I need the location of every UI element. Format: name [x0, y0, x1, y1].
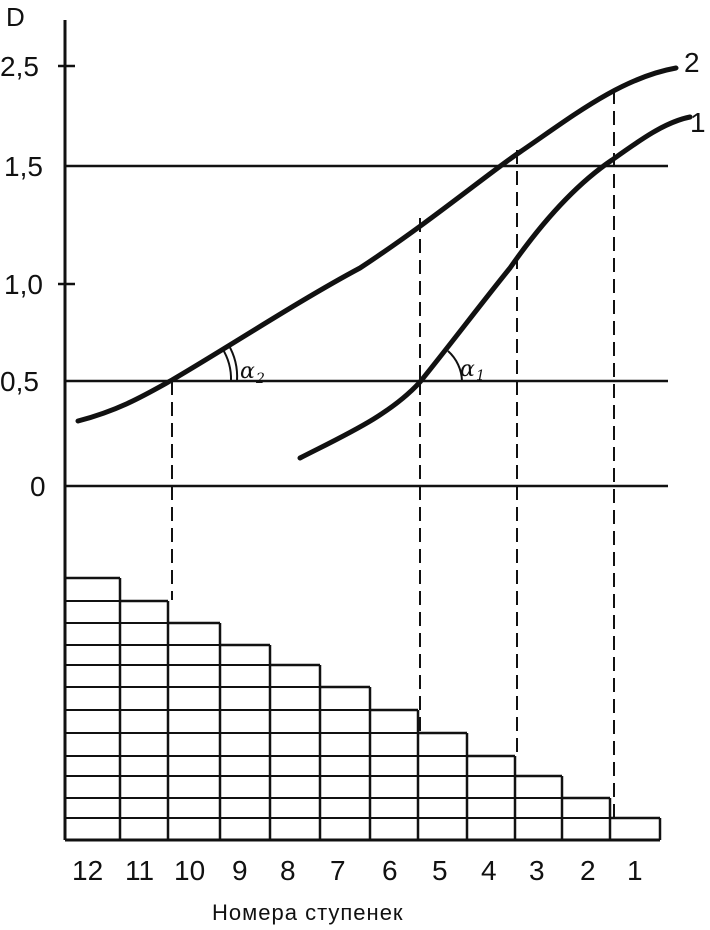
angle-label-1: α [460, 357, 475, 382]
curve-1-label: 1 [690, 107, 706, 138]
tick-label-0: 0 [30, 471, 46, 502]
projection-lines [171, 90, 615, 820]
step-label-8: 8 [280, 855, 296, 886]
step-label-1: 1 [627, 855, 643, 886]
step-wedge [63, 576, 662, 842]
step-labels: 12 11 10 9 8 7 6 5 4 3 2 1 [72, 855, 643, 886]
step-label-6: 6 [382, 855, 398, 886]
angle-label-2-index: 2 [255, 371, 265, 387]
y-axis-label: D [6, 2, 25, 32]
tick-label-1-5: 1,5 [4, 151, 43, 182]
angle-label-1-index: 1 [476, 368, 485, 384]
angle-label-2: α [240, 359, 255, 384]
tick-label-0-5: 0,5 [0, 366, 39, 397]
step-label-10: 10 [174, 855, 205, 886]
step-label-2: 2 [580, 855, 596, 886]
step-label-4: 4 [481, 855, 497, 886]
tick-label-1-0: 1,0 [4, 269, 43, 300]
step-label-12: 12 [72, 855, 103, 886]
curve-1 [297, 114, 693, 461]
tick-label-2-5: 2,5 [0, 51, 39, 82]
angle-arc-1 [447, 350, 463, 382]
step-label-5: 5 [432, 855, 448, 886]
angle-arc-2 [221, 347, 233, 382]
curve-2-label: 2 [684, 47, 700, 78]
step-label-11: 11 [125, 855, 154, 886]
step-label-7: 7 [330, 855, 346, 886]
step-label-3: 3 [529, 855, 545, 886]
step-label-9: 9 [232, 855, 248, 886]
angle-arc-2-inner [227, 343, 239, 382]
curve-2 [75, 65, 679, 424]
steps-caption: Номера ступенек [212, 900, 404, 925]
